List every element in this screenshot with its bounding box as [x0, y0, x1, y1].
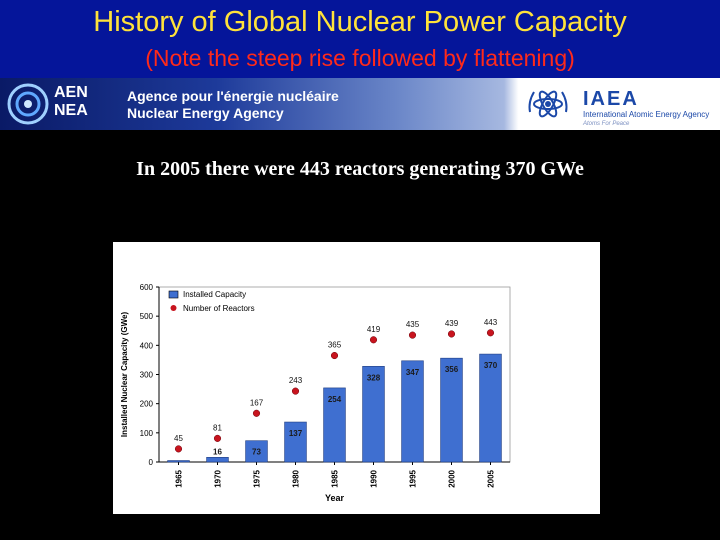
capacity-value-label: 328: [367, 373, 381, 382]
title-header: [0, 0, 720, 78]
capacity-bar: [362, 366, 385, 463]
y-tick-label: 200: [140, 400, 154, 409]
x-tick-label: 2000: [448, 469, 457, 487]
capacity-bar: [284, 421, 307, 463]
capacity-bar: [245, 440, 268, 463]
x-axis-label: Year: [325, 493, 345, 503]
iaea-full-name: International Atomic Energy Agency: [583, 110, 710, 119]
reactor-count-marker: [213, 434, 222, 442]
reactor-count-label: 419: [367, 325, 381, 334]
y-tick-label: 100: [140, 429, 154, 438]
reactor-count-label: 365: [328, 341, 342, 350]
reactor-count-label: 45: [174, 434, 183, 443]
reactor-count-label: 435: [406, 320, 420, 329]
capacity-value-label: 73: [252, 448, 261, 457]
nea-name-french: Agence pour l'énergie nucléaire: [127, 88, 339, 104]
y-tick-label: 300: [140, 371, 154, 380]
capacity-value-label: 370: [484, 361, 498, 370]
nea-abbr-line-2: NEA: [54, 102, 88, 119]
capacity-bar: [167, 460, 190, 463]
iaea-motto: Atoms For Peace: [583, 121, 630, 127]
capacity-value-label: 347: [406, 368, 420, 377]
y-tick-label: 500: [140, 312, 154, 321]
chart-legend: Installed Capacity Number of Reactors: [168, 290, 255, 313]
legend-bar-label: Installed Capacity: [183, 290, 246, 299]
capacity-bar: [440, 357, 463, 463]
nea-name-english: Nuclear Energy Agency: [127, 105, 284, 121]
reactor-count-marker: [408, 331, 417, 339]
x-tick-label: 1990: [370, 469, 379, 487]
reactor-count-marker: [174, 445, 183, 453]
reactor-count-label: 243: [289, 376, 303, 385]
capacity-value-label: 356: [445, 365, 459, 374]
capacity-value-label: 137: [289, 429, 303, 438]
capacity-value-label: 254: [328, 395, 342, 404]
capacity-bar: [401, 360, 424, 463]
nea-abbreviation: AEN NEA: [54, 84, 88, 120]
capacity-bar: [206, 457, 229, 463]
slide-title: History of Global Nuclear Power Capacity: [93, 6, 627, 38]
reactor-count-marker: [486, 329, 495, 337]
capacity-value-label: 16: [213, 447, 222, 456]
reactor-count-marker: [291, 387, 300, 395]
capacity-bar: [479, 353, 502, 463]
reactor-count-label: 443: [484, 318, 498, 327]
reactor-count-label: 439: [445, 319, 459, 328]
reactor-count-marker: [252, 409, 261, 417]
reactor-count-marker: [330, 351, 339, 360]
x-tick-label: 1965: [175, 469, 184, 487]
slide-caption: In 2005 there were 443 reactors generati…: [136, 158, 584, 180]
x-tick-label: 1975: [253, 469, 262, 487]
capacity-chart: 0 100 200 300 400 500 600 Installed Nuclear Cap…: [120, 283, 511, 503]
reactor-count-label: 167: [250, 398, 264, 407]
legend-marker-label: Number of Reactors: [183, 304, 255, 313]
y-tick-label: 400: [140, 341, 154, 350]
logo-banner: [0, 78, 720, 130]
legend-bar-swatch: [168, 290, 179, 299]
chart-bars: 16 73 137 254 328 347 356 370: [167, 353, 502, 463]
x-tick-label: 1985: [331, 469, 340, 487]
nea-abbr-line-1: AEN: [54, 84, 88, 101]
y-axis-label: Installed Nuclear Capacity (GWe): [120, 312, 129, 438]
y-tick-label: 0: [149, 458, 154, 467]
nea-logo-icon: [7, 83, 49, 125]
reactor-count-label: 81: [213, 423, 222, 432]
slide-subtitle: (Note the steep rise followed by flatten…: [145, 45, 575, 71]
x-tick-label: 1970: [214, 469, 223, 487]
iaea-atom-logo-icon: [528, 90, 568, 118]
chart-markers: 45 81 167 243 365 419 435 439 443: [174, 318, 498, 453]
capacity-bar: [323, 387, 346, 463]
x-tick-label: 2005: [487, 469, 496, 487]
legend-marker-swatch: [170, 305, 177, 311]
x-tick-label: 1995: [409, 469, 418, 487]
y-tick-label: 600: [140, 283, 154, 292]
reactor-count-marker: [447, 330, 456, 338]
iaea-abbreviation: IAEA: [583, 88, 639, 110]
x-tick-label: 1980: [292, 469, 301, 487]
reactor-count-marker: [369, 336, 378, 344]
